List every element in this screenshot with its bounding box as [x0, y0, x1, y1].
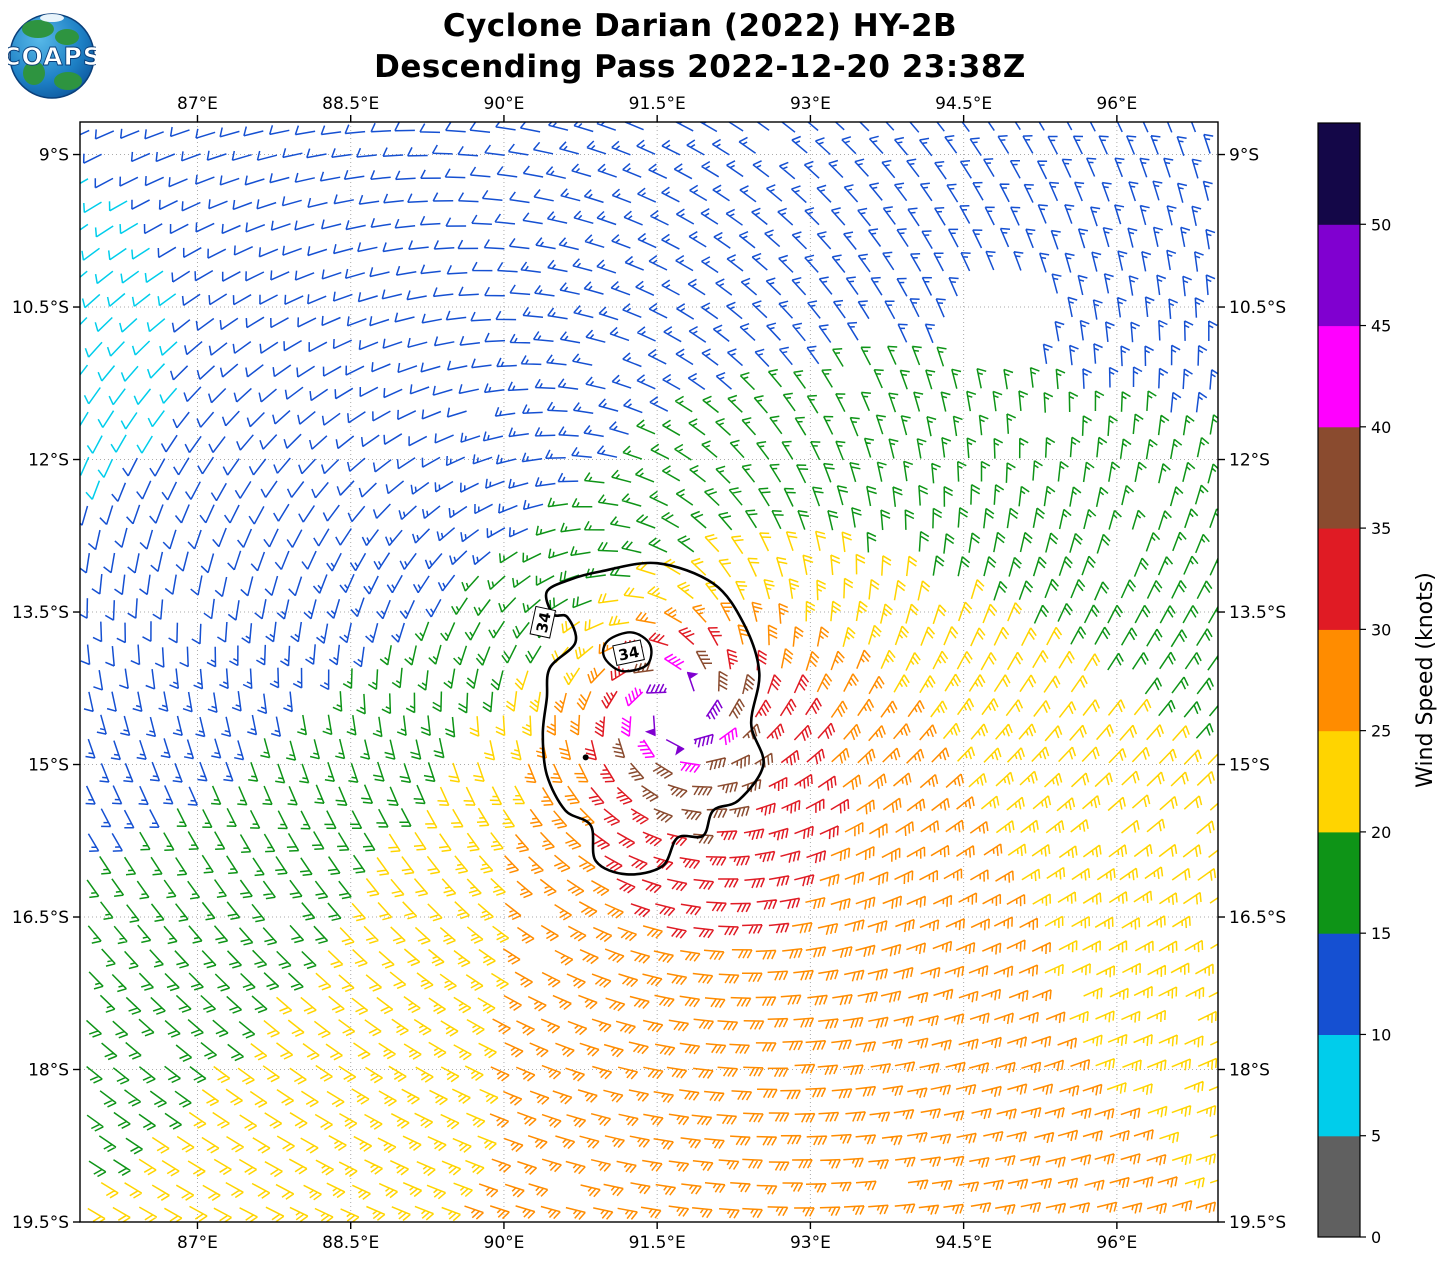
x-tick-label-bottom: 94.5°E: [935, 1233, 992, 1253]
colorbar-segment: [1318, 730, 1360, 833]
y-tick-label-left: 10.5°S: [12, 298, 69, 318]
colorbar-tick-label: 15: [1371, 924, 1391, 943]
y-tick-label-left: 19.5°S: [12, 1213, 69, 1233]
colorbar-tick-label: 20: [1371, 823, 1391, 842]
x-tick-label-top: 96°E: [1096, 94, 1137, 114]
x-tick-label-bottom: 90°E: [484, 1233, 525, 1253]
y-tick-label-right: 9°S: [1229, 146, 1259, 166]
globe-icon: COAPS: [2, 13, 101, 99]
y-tick-label-right: 13.5°S: [1229, 603, 1286, 623]
y-tick-label-left: 16.5°S: [12, 908, 69, 928]
wind-barb-speed-bin: [612, 650, 774, 845]
colorbar-tick-label: 10: [1371, 1025, 1391, 1044]
colorbar-tick-label: 40: [1371, 418, 1391, 437]
y-tick-label-left: 12°S: [28, 451, 69, 471]
x-tick-label-top: 87°E: [177, 94, 218, 114]
contour-34kt-main: [541, 561, 765, 876]
x-tick-label-bottom: 93°E: [790, 1233, 831, 1253]
polar-cap: [40, 14, 64, 22]
colorbar-segment: [1318, 224, 1360, 327]
coaps-logo-text: COAPS: [8, 42, 96, 71]
x-tick-label-bottom: 96°E: [1096, 1233, 1137, 1253]
x-tick-label-bottom: 88.5°E: [322, 1233, 379, 1253]
colorbar-frame: [1317, 122, 1361, 1238]
wind-barb-speed-bin: [80, 122, 1218, 853]
y-tick-label-right: 15°S: [1229, 756, 1270, 776]
wind-barbs: [80, 122, 1218, 1222]
contour-label-34: 34: [529, 605, 557, 639]
colorbar-tick-label: 50: [1371, 215, 1391, 234]
center-dot: [582, 754, 589, 761]
y-tick-label-right: 19.5°S: [1229, 1213, 1286, 1233]
wind-barb-pennants: [644, 671, 699, 756]
wind-barb-speed-bin: [80, 178, 178, 500]
chart-header: Cyclone Darian (2022) HY-2B Descending P…: [0, 6, 1400, 88]
continent-shape: [22, 20, 54, 38]
y-tick-label-left: 13.5°S: [12, 603, 69, 623]
colorbar-tick-label: 35: [1371, 519, 1391, 538]
continent-shape: [55, 29, 79, 45]
plot-frame: [79, 121, 1219, 1223]
contour-label-text: 34: [617, 643, 641, 665]
colorbar-tick-label: 0: [1371, 1228, 1381, 1247]
y-tick-label-right: 18°S: [1229, 1061, 1270, 1081]
colorbar: 0 5 10 15 20 25 30 35 40 45 50 Wind Speed (knots): [1317, 122, 1438, 1247]
colorbar-segment: [1318, 1034, 1360, 1137]
contour-label-text: 34: [533, 610, 555, 634]
x-tick-label-bottom: 91.5°E: [629, 1233, 686, 1253]
colorbar-segment: [1318, 325, 1360, 428]
x-tick-label-top: 88.5°E: [322, 94, 379, 114]
contour-label-34: 34: [612, 639, 645, 666]
wind-barb-speed-bin: [85, 345, 1218, 1178]
y-tick-label-left: 18°S: [28, 1061, 69, 1081]
x-tick-label-bottom: 87°E: [177, 1233, 218, 1253]
y-tick-label-left: 9°S: [39, 146, 69, 166]
colorbar-segment: [1318, 629, 1360, 732]
colorbar-segment: [1318, 1135, 1360, 1238]
colorbar-label: Wind Speed (knots): [1413, 572, 1438, 788]
continent-shape: [23, 61, 45, 85]
x-tick-label-top: 93°E: [790, 94, 831, 114]
colorbar-tick-label: 25: [1371, 722, 1391, 741]
wind-barb-speed-bin: [584, 627, 850, 939]
contour-34kt-island: [601, 631, 653, 673]
x-tick-label-top: 94.5°E: [935, 94, 992, 114]
axes: 87°E 87°E 88.5°E 88.5°E 90°E 90°E 91.5°E 91.5°E…: [12, 94, 1286, 1253]
colorbar-segment: [1318, 123, 1360, 225]
wind-barb-speed-bin: [620, 653, 738, 774]
coaps-logo: COAPS: [2, 6, 101, 106]
x-tick-label-top: 90°E: [484, 94, 525, 114]
colorbar-tick-label: 45: [1371, 317, 1391, 336]
x-tick-label-top: 91.5°E: [629, 94, 686, 114]
colorbar-segment: [1318, 528, 1360, 630]
colorbar-segment: [1318, 933, 1360, 1035]
y-tick-label-left: 15°S: [28, 756, 69, 776]
y-tick-label-right: 16.5°S: [1229, 908, 1286, 928]
contour-34kt: 34 34: [529, 561, 765, 876]
colorbar-tick-label: 30: [1371, 620, 1391, 639]
wind-barb-speed-bin: [464, 601, 1217, 1220]
y-tick-label-right: 10.5°S: [1229, 298, 1286, 318]
y-tick-label-right: 12°S: [1229, 451, 1270, 471]
colorbar-tick-label: 5: [1371, 1127, 1381, 1146]
chart-subtitle: Descending Pass 2022-12-20 23:38Z: [374, 49, 1026, 85]
chart-title: Cyclone Darian (2022) HY-2B: [442, 8, 958, 44]
colorbar-segment: [1318, 426, 1360, 529]
colorbar-segment: [1318, 831, 1360, 934]
wind-barb-speed-bin: [87, 530, 1218, 1222]
wind-barb-speed-bin: [645, 672, 723, 750]
continent-shape: [54, 72, 82, 90]
